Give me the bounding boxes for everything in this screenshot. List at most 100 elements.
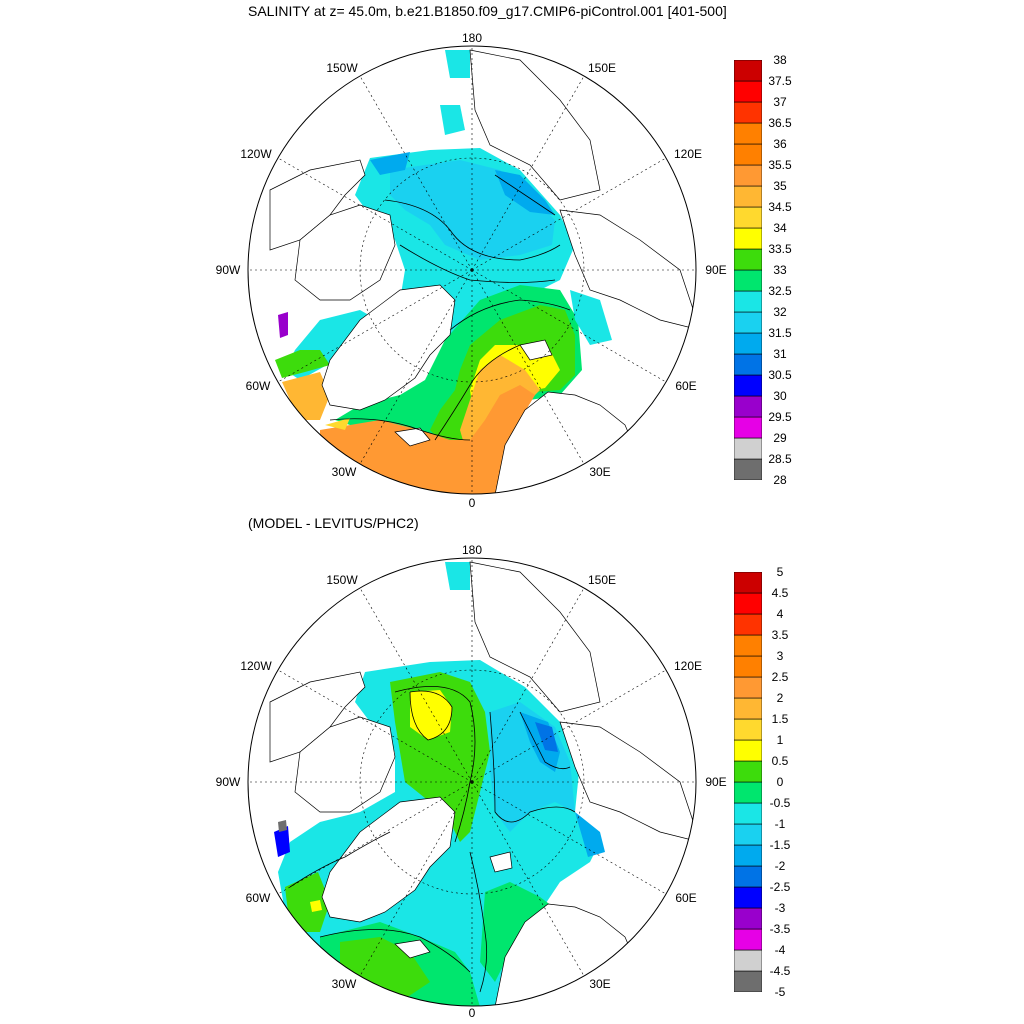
colorbar-swatch <box>734 949 762 972</box>
ocean-field-minus1-kara <box>575 812 605 857</box>
lon-label-120w: 120W <box>240 659 272 673</box>
lon-label-30w: 30W <box>331 977 357 991</box>
land-alaska <box>269 159 366 251</box>
colorbar-tick-label: 4.5 <box>771 586 789 600</box>
land-alaska <box>269 671 366 763</box>
ocean-field-plus1.5-labrador <box>310 900 322 912</box>
colorbar-swatch <box>734 332 762 355</box>
colorbar-tick-label: 36 <box>773 137 787 151</box>
colorbar-swatch <box>734 416 762 439</box>
lon-label-150w: 150W <box>326 61 358 75</box>
colorbar-tick-label: 34.5 <box>768 200 792 214</box>
colorbar-swatch <box>734 374 762 397</box>
ocean-field-32.5-chukchi <box>440 105 465 135</box>
contour-line <box>519 711 571 770</box>
colorbar-swatch <box>734 844 762 867</box>
colorbar-swatch <box>734 206 762 229</box>
colorbar-swatch <box>734 865 762 888</box>
colorbar-tick-label: -2.5 <box>769 880 791 894</box>
land-siberia <box>559 721 696 843</box>
lon-label-60w: 60W <box>245 891 271 905</box>
colorbar-tick-label: 31.5 <box>768 326 792 340</box>
colorbar-tick-label: 36.5 <box>768 116 792 130</box>
lon-label-180: 180 <box>461 31 483 45</box>
colorbar-swatch <box>734 676 762 699</box>
colorbar-tick-label: -3 <box>774 901 786 915</box>
colorbar-swatch <box>734 592 762 615</box>
colorbar-difference-swatches <box>734 572 762 992</box>
colorbar-tick-label: 30 <box>773 389 787 403</box>
colorbar-swatch <box>734 458 762 480</box>
contour-line <box>394 686 476 843</box>
lon-label-0: 0 <box>468 496 476 510</box>
colorbar-tick-label: -0.5 <box>769 796 791 810</box>
colorbar-swatch <box>734 437 762 460</box>
lon-label-150e: 150E <box>587 573 617 587</box>
colorbar-tick-label: 4 <box>776 607 784 621</box>
colorbar-tick-label: 0 <box>776 775 784 789</box>
contour-line <box>489 711 576 823</box>
map-boundary <box>247 557 697 1007</box>
colorbar-tick-label: 32.5 <box>768 284 792 298</box>
map-title: SALINITY at z= 45.0m, b.e21.B1850.f09_g1… <box>248 3 727 19</box>
land-greenland <box>321 796 456 923</box>
colorbar-tick-label: 30.5 <box>768 368 792 382</box>
colorbar-swatch <box>734 970 762 992</box>
colorbar-swatch <box>734 928 762 951</box>
colorbar-tick-label: 31 <box>773 347 787 361</box>
colorbar-swatch <box>734 760 762 783</box>
colorbar-tick-label: 28 <box>773 473 787 487</box>
ocean-field-31.5 <box>370 152 410 175</box>
colorbar-swatch <box>734 311 762 334</box>
colorbar-swatch <box>734 122 762 145</box>
lon-label-90w: 90W <box>215 263 241 277</box>
land-svalbard <box>519 339 553 361</box>
colorbar-tick-label: -3.5 <box>769 922 791 936</box>
colorbar-tick-label: -2 <box>774 859 786 873</box>
colorbar-swatch <box>734 143 762 166</box>
map-boundary <box>247 45 697 495</box>
lon-label-60e: 60E <box>675 379 697 393</box>
colorbar-tick-label: 38 <box>773 53 787 67</box>
land-iceland <box>394 939 431 959</box>
contour-line <box>434 344 521 441</box>
ocean-field-minus5-baffin <box>278 820 287 832</box>
lon-label-0: 0 <box>468 1006 476 1020</box>
ocean-field-35 <box>282 372 330 420</box>
colorbar-difference <box>734 572 762 992</box>
colorbar-tick-label: 2 <box>776 691 784 705</box>
graticule <box>248 46 696 494</box>
colorbar-tick-label: 2.5 <box>771 670 789 684</box>
land-canada-archipelago <box>294 716 396 813</box>
colorbar-swatch <box>734 697 762 720</box>
colorbar-tick-label: 3.5 <box>771 628 789 642</box>
colorbar-tick-label: 32 <box>773 305 787 319</box>
ocean-field-plus1.5 <box>410 690 452 740</box>
lon-label-30e: 30E <box>589 977 611 991</box>
colorbar-tick-label: 1 <box>776 733 784 747</box>
ocean-field-plus0.5-southwest <box>285 872 330 932</box>
ocean-field-minus2.5-baffin <box>274 826 290 857</box>
lon-label-120w: 120W <box>240 147 272 161</box>
colorbar-swatch <box>734 60 762 82</box>
contour-line <box>399 244 556 283</box>
ocean-field-31.5 <box>495 170 555 215</box>
land-canada-archipelago <box>294 204 396 301</box>
colorbar-tick-label: 5 <box>776 565 784 579</box>
colorbar-tick-label: 28.5 <box>768 452 792 466</box>
lon-label-120e: 120E <box>673 659 703 673</box>
lon-label-90e: 90E <box>705 263 727 277</box>
lon-label-30e: 30E <box>589 465 611 479</box>
ocean-field-33.5-labrador <box>275 350 330 378</box>
colorbar-salinity-swatches <box>734 60 762 480</box>
colorbar-swatch <box>734 613 762 636</box>
colorbar-salinity <box>734 60 762 480</box>
colorbar-swatch <box>734 290 762 313</box>
land-siberia <box>559 209 696 331</box>
colorbar-tick-label: -5 <box>774 985 786 999</box>
colorbar-tick-label: 33 <box>773 263 787 277</box>
colorbar-swatch <box>734 572 762 594</box>
land-east-siberia <box>469 49 601 201</box>
colorbar-swatch <box>734 823 762 846</box>
lon-label-120e: 120E <box>673 147 703 161</box>
